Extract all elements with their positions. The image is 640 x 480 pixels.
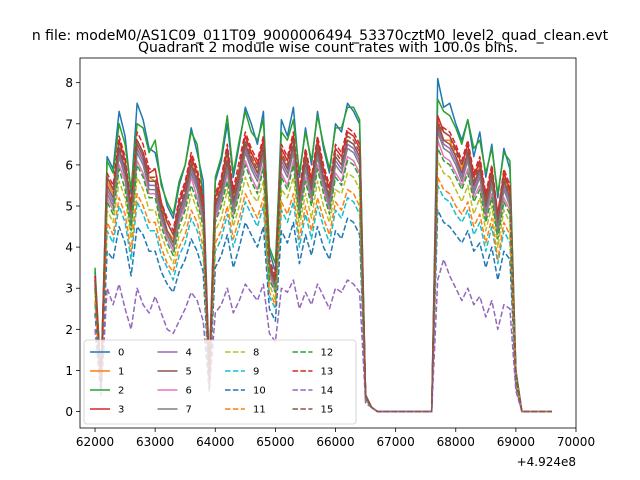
series-line-9 <box>94 184 552 413</box>
y-tick-label: 3 <box>65 282 73 296</box>
legend-label-11: 11 <box>253 405 266 416</box>
legend-label-0: 0 <box>118 348 124 359</box>
legend-label-12: 12 <box>321 348 334 359</box>
y-tick-label: 2 <box>65 323 73 337</box>
y-tick-label: 8 <box>65 76 73 90</box>
y-tick-label: 0 <box>65 405 73 419</box>
series-line-13 <box>94 123 552 413</box>
x-offset-label: +4.924e8 <box>517 455 576 469</box>
x-tick-label: 70000 <box>557 435 595 449</box>
series-line-7 <box>94 131 552 413</box>
figure-suptitle: n file: modeM0/AS1C09_011T09_9000006494_… <box>32 28 609 44</box>
legend-label-13: 13 <box>321 367 334 378</box>
series-line-2 <box>94 98 552 413</box>
series-line-5 <box>94 123 552 413</box>
legend-label-3: 3 <box>118 405 124 416</box>
legend-label-10: 10 <box>253 386 266 397</box>
legend-label-8: 8 <box>253 348 259 359</box>
legend-frame <box>83 339 357 425</box>
series-line-0 <box>94 77 552 413</box>
x-tick-label: 65000 <box>256 435 294 449</box>
series-line-10 <box>94 209 552 413</box>
legend-label-7: 7 <box>186 405 192 416</box>
legend-label-1: 1 <box>118 367 124 378</box>
series-line-3 <box>94 114 552 413</box>
y-axis: 0 1 2 3 4 5 6 7 8 <box>65 76 80 419</box>
x-tick-label: 66000 <box>316 435 354 449</box>
chart-title: Quadrant 2 module wise count rates with … <box>138 40 518 56</box>
x-tick-label: 63000 <box>136 435 174 449</box>
legend-label-14: 14 <box>321 386 334 397</box>
legend-label-9: 9 <box>253 367 259 378</box>
series-line-8 <box>94 160 552 413</box>
x-tick-label: 69000 <box>497 435 535 449</box>
series-line-11 <box>94 176 552 413</box>
series-line-6 <box>94 139 552 413</box>
legend-label-5: 5 <box>186 367 192 378</box>
legend-label-2: 2 <box>118 386 124 397</box>
axes-frame <box>79 57 577 429</box>
legend-label-4: 4 <box>186 348 192 359</box>
y-tick-label: 4 <box>65 241 73 255</box>
legend-label-6: 6 <box>186 386 192 397</box>
legend-label-15: 15 <box>321 405 334 416</box>
x-tick-label: 68000 <box>437 435 475 449</box>
series-line-14 <box>94 258 552 413</box>
series-layer <box>94 77 552 413</box>
x-tick-label: 67000 <box>377 435 415 449</box>
x-tick-label: 62000 <box>76 435 114 449</box>
series-line-12 <box>94 147 552 413</box>
y-tick-label: 1 <box>65 364 73 378</box>
y-tick-label: 7 <box>65 117 73 131</box>
x-tick-label: 64000 <box>196 435 234 449</box>
y-tick-label: 5 <box>65 200 73 214</box>
y-tick-label: 6 <box>65 158 73 172</box>
x-axis: 62000 63000 64000 65000 66000 67000 68000 69000… <box>76 428 595 449</box>
plot-area <box>94 77 552 413</box>
